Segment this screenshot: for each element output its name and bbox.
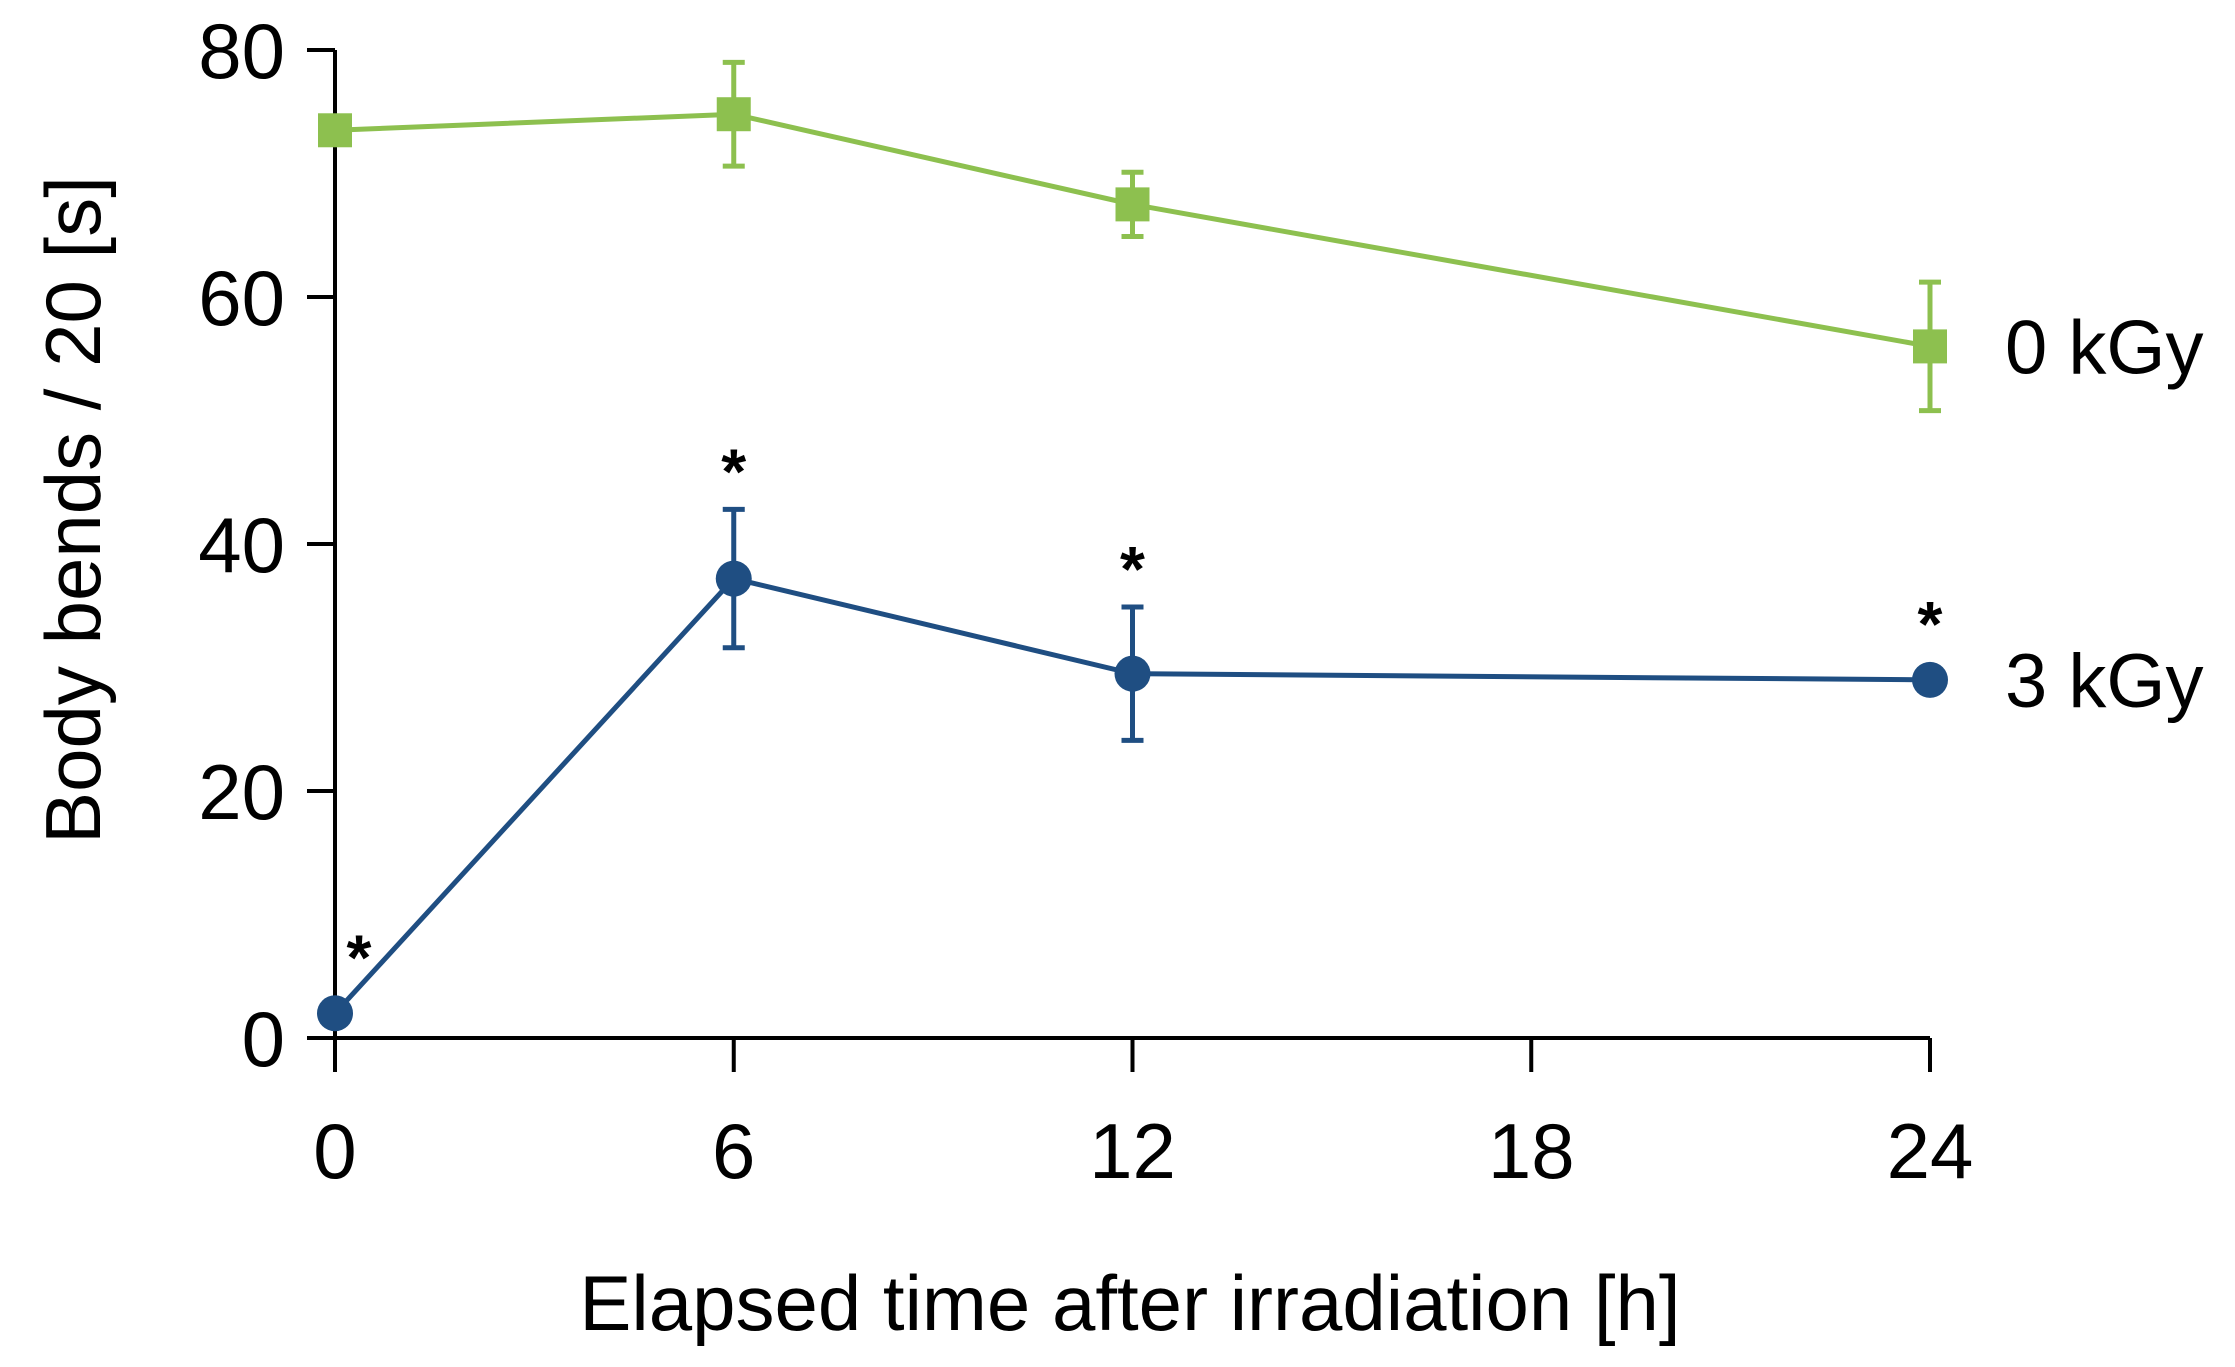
x-tick-label: 0 xyxy=(313,1107,356,1195)
y-axis-title: Body bends / 20 [s] xyxy=(29,176,117,844)
significance-star: * xyxy=(347,921,372,993)
data-point-square xyxy=(1115,187,1150,222)
y-tick-label: 60 xyxy=(198,254,285,342)
data-point-square xyxy=(1913,329,1947,364)
x-tick-label: 12 xyxy=(1089,1107,1176,1195)
y-tick-label: 40 xyxy=(198,501,285,589)
significance-star: * xyxy=(1918,588,1943,660)
x-axis-title: Elapsed time after irradiation [h] xyxy=(579,1259,1680,1347)
data-point-circle xyxy=(1912,661,1948,698)
series-0-kgy: 0 kGy xyxy=(318,59,2204,414)
series-label-3-kgy: 3 kGy xyxy=(2005,639,2204,724)
significance-star: * xyxy=(1120,533,1145,605)
data-point-circle xyxy=(715,560,752,597)
series-3-kgy: * * * * 3 kGy xyxy=(317,435,2204,1032)
x-tick-label: 6 xyxy=(712,1107,755,1195)
y-tick-label: 20 xyxy=(198,748,285,836)
series-layer: 0 kGy * * * * 3 kGy xyxy=(317,59,2204,1032)
series-line-3-kgy xyxy=(333,575,1931,1015)
y-tick-label: 80 xyxy=(198,7,285,95)
y-tick-label: 0 xyxy=(242,995,285,1083)
series-line-0-kgy xyxy=(334,111,1931,349)
data-point-circle xyxy=(1114,655,1151,692)
axes: 0 20 40 60 80 0 6 12 18 24 xyxy=(198,7,1973,1195)
data-point-circle xyxy=(317,995,353,1032)
x-tick-label: 18 xyxy=(1488,1107,1575,1195)
significance-star: * xyxy=(721,435,746,507)
data-point-square xyxy=(716,97,751,132)
x-tick-label: 24 xyxy=(1887,1107,1974,1195)
data-point-square xyxy=(318,113,352,148)
series-label-0-kgy: 0 kGy xyxy=(2005,305,2204,390)
